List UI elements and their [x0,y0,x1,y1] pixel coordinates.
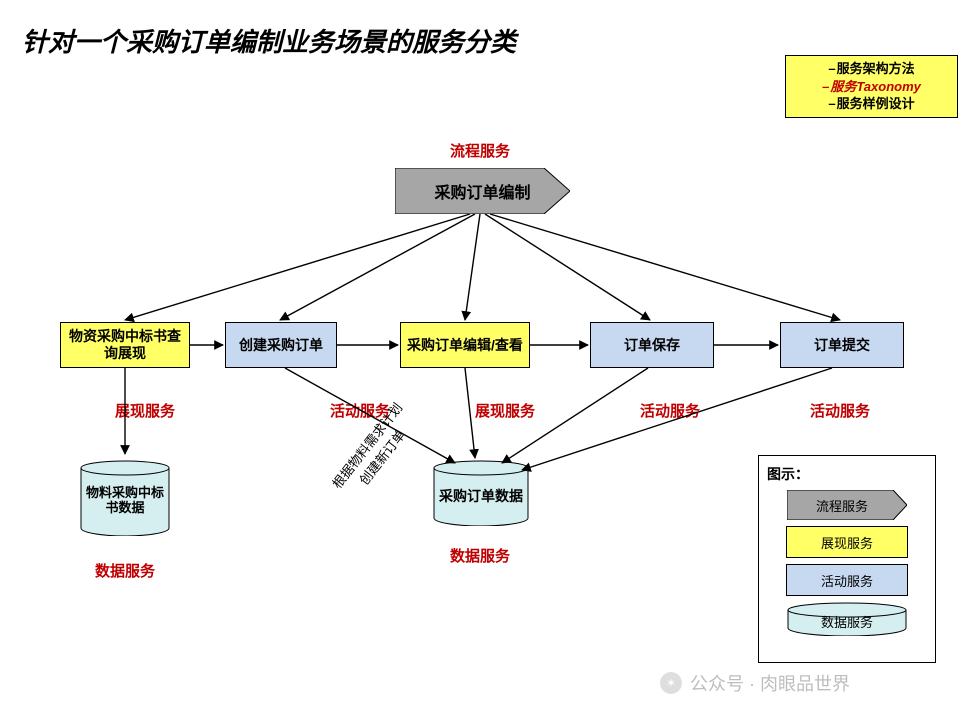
label-data1: 数据服务 [95,560,155,581]
node-r3: 采购订单编辑/查看 [400,322,530,368]
label-present2: 展现服务 [475,400,535,421]
node-r5: 订单提交 [780,322,904,368]
label-data2: 数据服务 [450,545,510,566]
node-process-chevron: 采购订单编制 [395,168,570,214]
node-r1: 物资采购中标书查询展现 [60,322,190,368]
wechat-icon: ✶ [660,672,682,694]
label-activity3: 活动服务 [810,400,870,421]
page-title: 针对一个采购订单编制业务场景的服务分类 [22,22,516,59]
label-present1: 展现服务 [115,400,175,421]
node-cyl1: 物料采购中标书数据 [80,460,170,536]
watermark-text: 公众号 · 肉眼品世界 [690,670,850,696]
label-process: 流程服务 [450,140,510,161]
node-r4: 订单保存 [590,322,714,368]
corner-note: 服务架构方法服务Taxonomy服务样例设计 [785,55,958,118]
watermark: ✶ 公众号 · 肉眼品世界 [660,670,850,696]
label-activity2: 活动服务 [640,400,700,421]
node-r2: 创建采购订单 [225,322,337,368]
node-cyl2: 采购订单数据 [433,460,529,526]
legend: 图示： 流程服务展现服务活动服务 数据服务 [758,455,936,663]
